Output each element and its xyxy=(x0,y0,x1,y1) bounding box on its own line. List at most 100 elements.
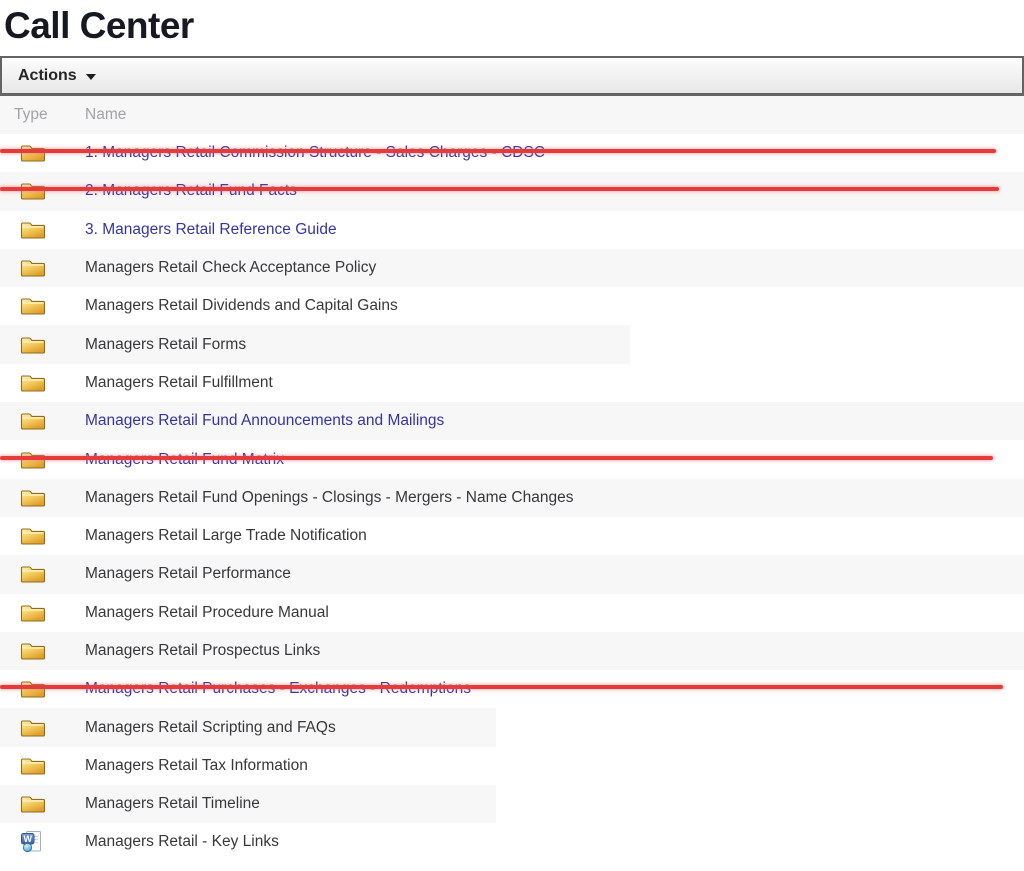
type-icon-cell xyxy=(0,181,85,201)
table-row: Managers Retail Fulfillment xyxy=(0,364,1024,402)
table-row: Managers Retail Large Trade Notification xyxy=(0,517,1024,555)
row-name-link[interactable]: Managers Retail Fund Openings - Closings… xyxy=(85,488,574,506)
table-row: 1. Managers Retail Commission Structure … xyxy=(0,134,1024,172)
table-row: Managers Retail Check Acceptance Policy xyxy=(0,248,1024,288)
row-shade xyxy=(0,708,496,747)
row-name-link[interactable]: 1. Managers Retail Commission Structure … xyxy=(85,144,545,162)
row-name-link[interactable]: Managers Retail Forms xyxy=(85,335,247,353)
type-icon-cell xyxy=(0,220,85,240)
table-row: Managers Retail Forms xyxy=(0,325,1024,364)
folder-icon xyxy=(20,375,46,392)
row-name-link[interactable]: Managers Retail Fulfillment xyxy=(85,373,273,391)
folder-icon xyxy=(20,451,46,469)
table-row: Managers Retail Fund Announcements and M… xyxy=(0,402,1024,441)
row-shade xyxy=(0,402,1024,441)
type-icon-cell xyxy=(0,526,85,546)
folder-icon xyxy=(20,260,46,277)
folder-icon xyxy=(20,222,46,239)
row-name-link[interactable]: Managers Retail Scripting and FAQs xyxy=(85,718,336,736)
table-row: Managers Retail Fund Matrix xyxy=(0,440,1024,478)
folder-icon xyxy=(20,298,46,315)
type-icon-cell xyxy=(0,756,85,776)
type-icon-cell xyxy=(0,564,85,584)
row-name-link[interactable]: Managers Retail Timeline xyxy=(85,795,260,813)
table-row: Managers Retail Procedure Manual xyxy=(0,594,1024,632)
row-name-link[interactable]: Managers Retail Tax Information xyxy=(85,756,308,774)
table-row: Managers Retail Dividends and Capital Ga… xyxy=(0,287,1024,325)
row-name-link[interactable]: Managers Retail Fund Matrix xyxy=(85,451,284,469)
table-row: Managers Retail Prospectus Links xyxy=(0,631,1024,671)
strikethrough-annotation xyxy=(0,149,996,154)
column-header-type[interactable]: Type xyxy=(14,106,48,123)
type-icon-cell xyxy=(0,335,85,355)
table-row: Managers Retail Performance xyxy=(0,555,1024,594)
folder-icon xyxy=(20,796,46,813)
folder-icon xyxy=(20,337,46,354)
type-icon-cell xyxy=(0,794,85,814)
row-name-link[interactable]: Managers Retail - Key Links xyxy=(85,833,279,851)
folder-icon xyxy=(20,605,46,622)
type-icon-cell xyxy=(0,641,85,661)
type-icon-cell xyxy=(0,143,85,163)
folder-icon xyxy=(20,145,46,162)
row-shade xyxy=(0,172,1024,211)
strikethrough-annotation xyxy=(0,187,999,192)
table-row: Managers Retail Fund Openings - Closings… xyxy=(0,478,1024,517)
column-header-row: Type Name xyxy=(0,96,1024,134)
folder-icon xyxy=(20,566,46,583)
table-row: Managers Retail Tax Information xyxy=(0,747,1024,785)
type-icon-cell xyxy=(0,718,85,738)
folder-icon xyxy=(20,528,46,545)
row-name-link[interactable]: Managers Retail Check Acceptance Policy xyxy=(85,259,377,277)
row-name-link[interactable]: Managers Retail Purchases - Exchanges - … xyxy=(85,680,471,698)
actions-menu-label: Actions xyxy=(18,66,77,84)
row-name-link[interactable]: Managers Retail Large Trade Notification xyxy=(85,527,367,545)
folder-icon xyxy=(20,643,46,660)
folder-icon xyxy=(20,681,46,698)
folder-icon xyxy=(20,413,46,430)
type-icon-cell: W xyxy=(0,830,85,854)
folder-icon xyxy=(20,490,46,507)
row-name-link[interactable]: 3. Managers Retail Reference Guide xyxy=(85,220,337,238)
row-name-link[interactable]: 2. Managers Retail Fund Facts xyxy=(85,182,297,200)
document-list: 1. Managers Retail Commission Structure … xyxy=(0,134,1024,862)
row-shade xyxy=(0,478,1024,517)
actions-menu-button[interactable]: Actions xyxy=(18,67,96,85)
row-name-link[interactable]: Managers Retail Performance xyxy=(85,565,291,583)
row-name-link[interactable]: Managers Retail Procedure Manual xyxy=(85,603,329,621)
table-row: Managers Retail Timeline xyxy=(0,785,1024,824)
folder-icon xyxy=(20,183,46,200)
type-icon-cell xyxy=(0,373,85,393)
type-icon-cell xyxy=(0,296,85,316)
caret-down-icon xyxy=(85,74,96,80)
type-icon-cell xyxy=(0,258,85,278)
table-row: Managers Retail Purchases - Exchanges - … xyxy=(0,670,1024,708)
svg-text:W: W xyxy=(24,834,33,844)
row-shade xyxy=(0,325,630,364)
table-row: 3. Managers Retail Reference Guide xyxy=(0,211,1024,249)
column-header-name[interactable]: Name xyxy=(85,106,127,123)
strikethrough-annotation xyxy=(0,685,1003,690)
row-shade xyxy=(0,631,1024,671)
type-icon-cell xyxy=(0,603,85,623)
strikethrough-annotation xyxy=(0,455,993,460)
folder-icon xyxy=(20,758,46,775)
type-icon-cell xyxy=(0,450,85,470)
row-shade xyxy=(0,248,1024,288)
type-icon-cell xyxy=(0,679,85,699)
type-icon-cell xyxy=(0,411,85,431)
row-name-link[interactable]: Managers Retail Fund Announcements and M… xyxy=(85,412,445,430)
row-name-link[interactable]: Managers Retail Prospectus Links xyxy=(85,642,321,659)
row-name-link[interactable]: Managers Retail Dividends and Capital Ga… xyxy=(85,297,398,315)
actions-toolbar: Actions xyxy=(0,56,1024,96)
word-document-icon: W xyxy=(21,831,41,853)
type-icon-cell xyxy=(0,488,85,508)
page-title: Call Center xyxy=(4,5,194,46)
table-row: Managers Retail Scripting and FAQs xyxy=(0,708,1024,747)
table-row: W Managers Retail - Key Links xyxy=(0,823,1024,861)
table-row: 2. Managers Retail Fund Facts xyxy=(0,172,1024,211)
folder-icon xyxy=(20,720,46,737)
row-shade xyxy=(0,785,496,824)
row-shade xyxy=(0,555,1024,594)
